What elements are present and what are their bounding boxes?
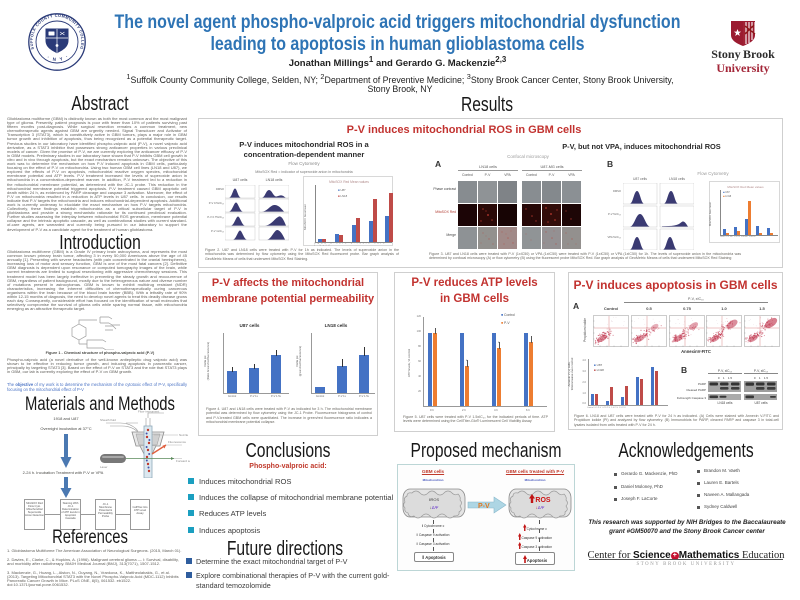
svg-text:Fluorescence: Fluorescence [168, 440, 186, 444]
svg-text:· N Y ·: · N Y · [46, 53, 70, 62]
svg-text:Nozzle: Nozzle [179, 433, 189, 437]
svg-text:Laser: Laser [100, 465, 108, 469]
svg-text:Forward scatter: Forward scatter [176, 459, 190, 463]
svg-text:Sheath fluid: Sheath fluid [100, 418, 116, 422]
svg-text:Flow instrument: Flow instrument [138, 410, 159, 414]
svg-text:P-V: P-V [478, 503, 490, 510]
